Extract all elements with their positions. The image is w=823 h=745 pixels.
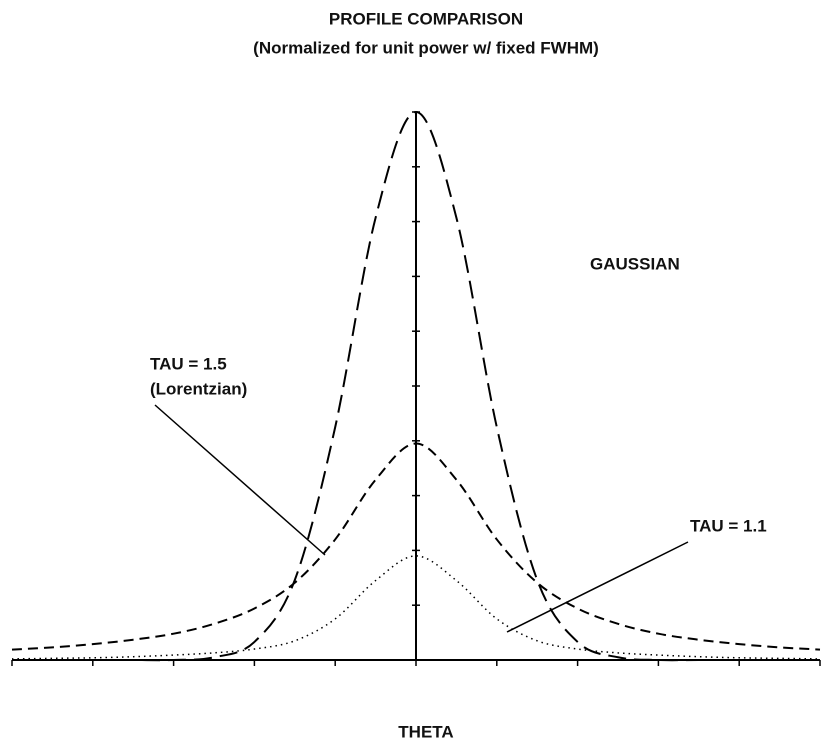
series-label: TAU = 1.5	[150, 354, 227, 373]
leader-line	[506, 541, 689, 633]
x-axis-label: THETA	[398, 722, 453, 741]
leader-line	[154, 404, 326, 556]
series-line	[11, 442, 821, 651]
chart-title: PROFILE COMPARISON	[329, 9, 523, 28]
chart-subtitle: (Normalized for unit power w/ fixed FWHM…	[253, 38, 599, 57]
series-note: (Lorentzian)	[150, 379, 247, 398]
series-label: GAUSSIAN	[590, 254, 680, 273]
series-line	[11, 555, 821, 660]
series-line	[12, 110, 820, 662]
series-label: TAU = 1.1	[690, 516, 767, 535]
